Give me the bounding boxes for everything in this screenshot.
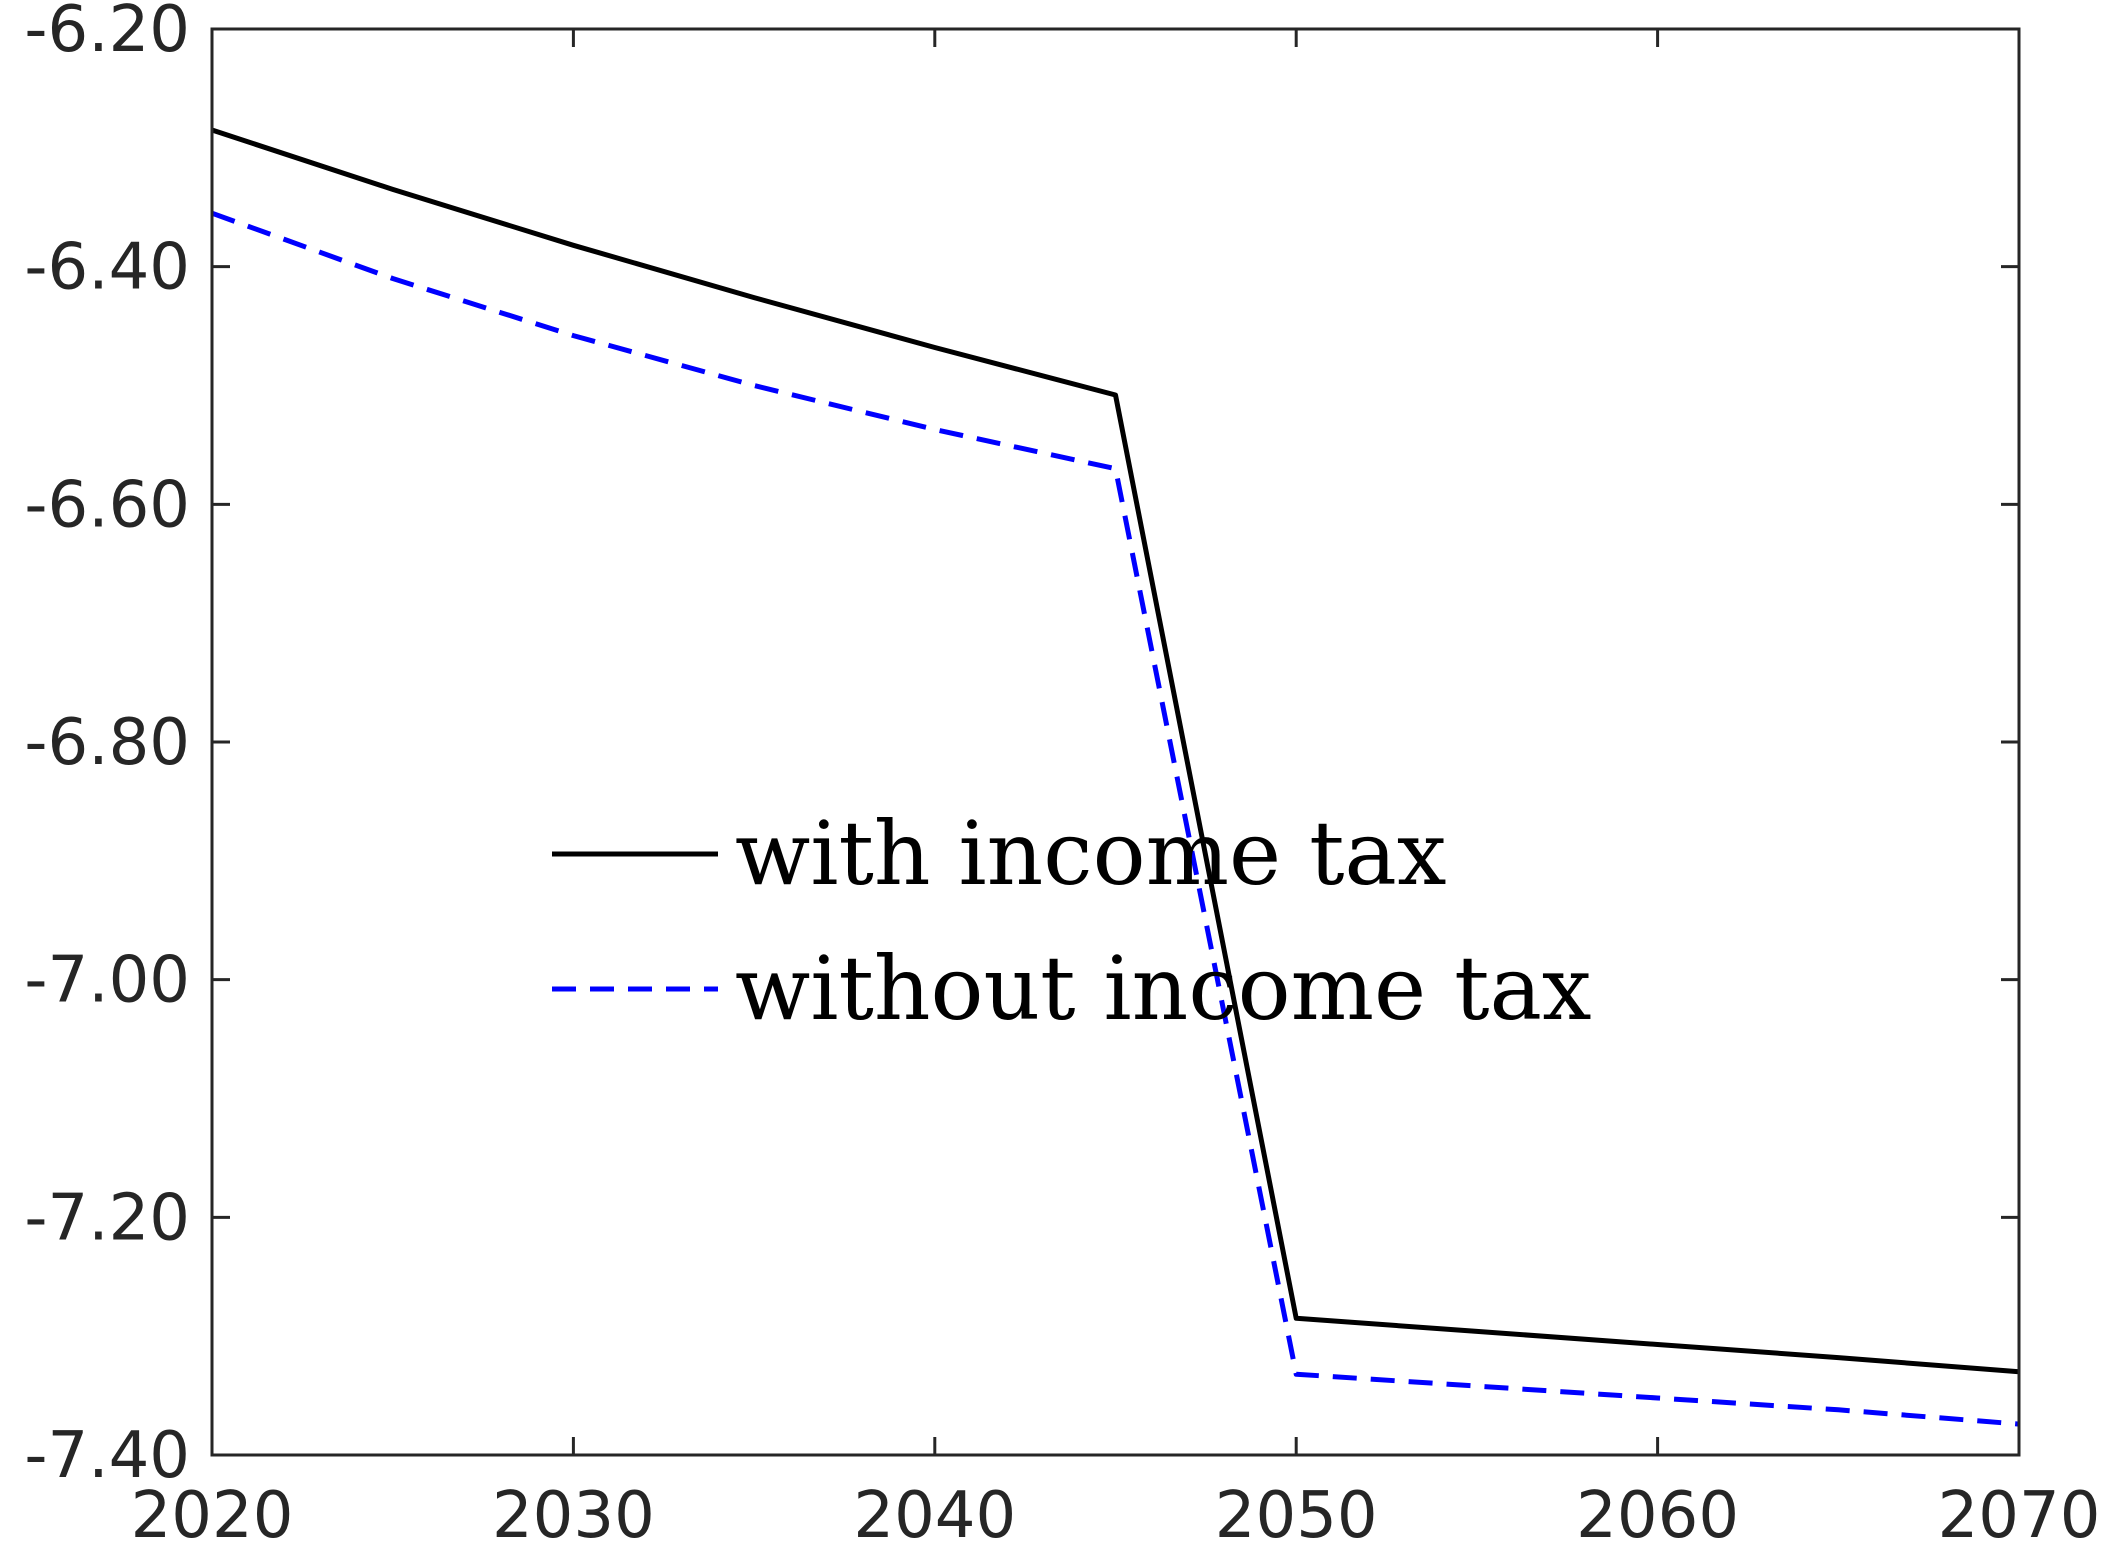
y-tick-label: -6.80 [24,706,190,780]
y-tick-label: -7.20 [24,1181,190,1255]
x-tick-label: 2060 [1576,1479,1739,1553]
y-tick-label: -7.00 [24,944,190,1018]
y-tick-label: -6.40 [24,231,190,305]
legend-label: with income tax [735,802,1447,905]
series-line-without-income-tax [211,210,2020,1427]
legend: with income tax without income tax [552,802,1592,1040]
x-tick-label: 2040 [853,1479,1016,1553]
y-tick-label: -6.60 [24,468,190,542]
x-axis-ticks: 2020 2030 2040 2050 2060 2070 [131,29,2101,1553]
series-layer [211,127,2020,1427]
x-tick-label: 2050 [1215,1479,1378,1553]
x-tick-label: 2070 [1938,1479,2101,1553]
x-tick-label: 2030 [492,1479,655,1553]
y-axis-ticks: -6.20 -6.40 -6.60 -6.80 -7.00 -7.20 -7.40 [24,0,2019,1493]
legend-label: without income tax [735,937,1592,1040]
y-tick-label: -7.40 [24,1419,190,1493]
plot-area-frame [210,27,2021,1457]
x-tick-label: 2020 [131,1479,294,1553]
series-line-with-income-tax [211,127,2020,1375]
y-tick-label: -6.20 [24,0,190,67]
